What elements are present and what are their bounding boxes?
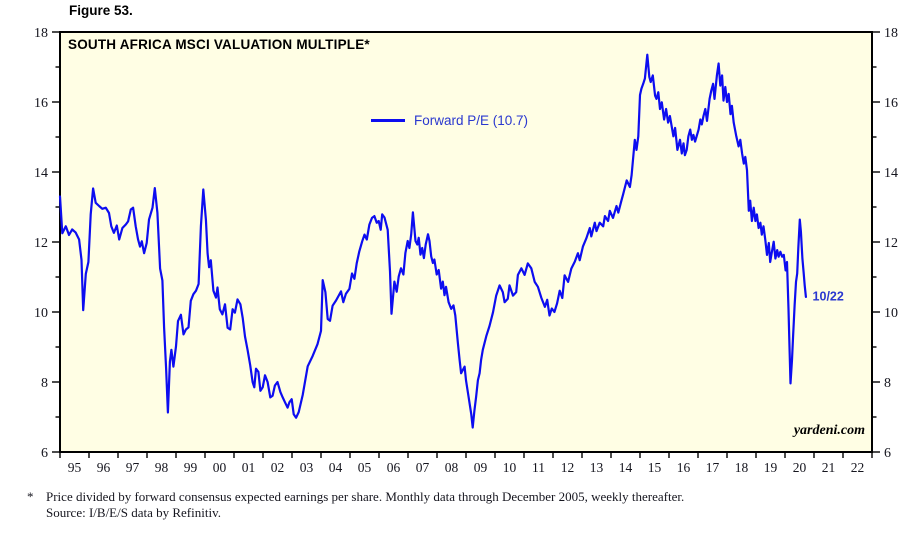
x-axis-label: 08 <box>445 460 459 475</box>
series-end-date-label: 10/22 <box>813 289 844 303</box>
x-axis-label: 18 <box>735 460 749 475</box>
x-axis-label: 03 <box>300 460 314 475</box>
watermark-yardeni: yardeni.com <box>793 423 865 438</box>
x-axis-label: 01 <box>242 460 256 475</box>
x-axis-label: 95 <box>68 460 82 475</box>
x-axis-label: 02 <box>271 460 285 475</box>
x-axis-label: 00 <box>213 460 227 475</box>
y-axis-label-left: 10 <box>34 306 48 321</box>
y-axis-label-left: 16 <box>34 96 48 111</box>
y-axis-label-right: 8 <box>884 376 891 391</box>
x-axis-label: 06 <box>387 460 401 475</box>
footnote-source: Source: I/B/E/S data by Refinitiv. <box>46 505 221 520</box>
x-axis-label: 96 <box>97 460 111 475</box>
x-axis-label: 21 <box>822 460 836 475</box>
y-axis-label-left: 8 <box>41 376 48 391</box>
footnote-marker: * <box>27 489 34 504</box>
x-axis-label: 05 <box>358 460 372 475</box>
y-axis-label-right: 10 <box>884 306 898 321</box>
y-axis-label-right: 14 <box>884 166 898 181</box>
x-axis-label: 15 <box>648 460 662 475</box>
y-axis-label-left: 12 <box>34 236 48 251</box>
y-axis-label-left: 18 <box>34 26 48 41</box>
x-axis-label: 19 <box>764 460 778 475</box>
x-axis-label: 98 <box>155 460 169 475</box>
forward-pe-line <box>58 53 807 429</box>
legend-label: Forward P/E (10.7) <box>414 113 529 128</box>
x-axis-label: 09 <box>474 460 488 475</box>
y-axis-label-right: 16 <box>884 96 898 111</box>
x-axis-label: 07 <box>416 460 430 475</box>
y-axis-label-left: 14 <box>34 166 48 181</box>
x-axis-label: 17 <box>706 460 720 475</box>
y-axis-label-right: 6 <box>884 446 891 461</box>
x-axis-label: 11 <box>532 460 545 475</box>
x-axis-label: 14 <box>619 460 633 475</box>
x-axis-label: 99 <box>184 460 198 475</box>
x-axis-label: 13 <box>590 460 604 475</box>
y-axis-label-right: 18 <box>884 26 898 41</box>
plot-area <box>59 31 873 453</box>
footnote-text: Price divided by forward consensus expec… <box>46 489 685 504</box>
x-axis-label: 16 <box>677 460 691 475</box>
legend: Forward P/E (10.7) <box>371 113 528 128</box>
chart-title: SOUTH AFRICA MSCI VALUATION MULTIPLE* <box>68 37 370 52</box>
x-axis-label: 10 <box>503 460 517 475</box>
y-axis-label-right: 12 <box>884 236 898 251</box>
x-axis-label: 22 <box>851 460 865 475</box>
x-axis-label: 97 <box>126 460 140 475</box>
y-axis-label-left: 6 <box>41 446 48 461</box>
x-axis-label: 12 <box>561 460 575 475</box>
x-axis-label: 20 <box>793 460 807 475</box>
x-axis-label: 04 <box>329 460 343 475</box>
figure-number-label: Figure 53. <box>69 3 133 18</box>
legend-line-swatch <box>371 119 405 122</box>
